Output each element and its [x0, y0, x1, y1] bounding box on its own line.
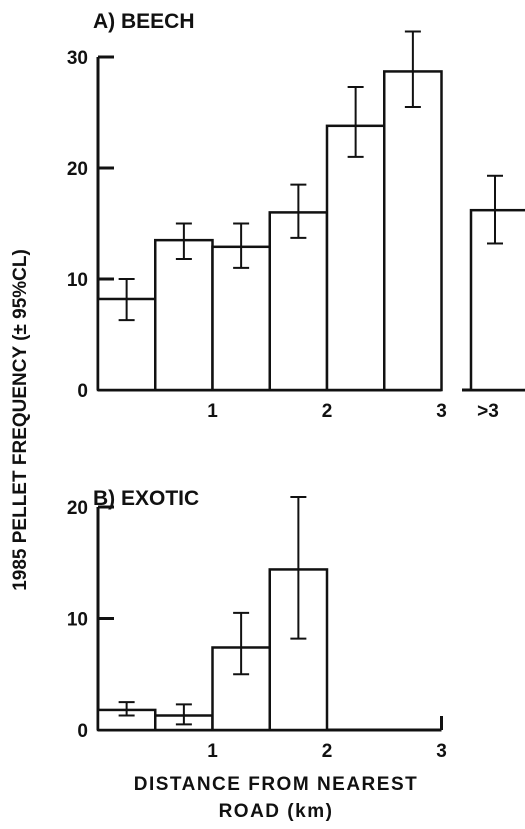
exotic-x-tick-label: 3	[436, 741, 447, 762]
beech-y-tick-label: 20	[67, 159, 88, 180]
exotic-x-tick-label: 2	[322, 741, 333, 762]
beech-bar	[268, 211, 329, 392]
beech-bar	[154, 238, 214, 392]
beech-bar	[383, 70, 443, 392]
panel-a-title: A) BEECH	[93, 10, 195, 33]
beech-x-tick-label: 2	[322, 401, 333, 422]
beech-y-tick-label: 0	[77, 381, 88, 402]
exotic-y-tick-label: 0	[77, 721, 88, 742]
exotic-y-tick-label: 20	[67, 498, 88, 519]
beech-y-tick-label: 10	[67, 270, 88, 291]
beech-y-tick-label: 30	[67, 48, 88, 69]
x-axis-label-line1: DISTANCE FROM NEAREST	[134, 774, 418, 795]
beech-bar	[325, 124, 386, 392]
beech-extra-bar	[469, 208, 525, 392]
exotic-x-tick-label: 1	[207, 741, 218, 762]
panel-b-exotic: 0 10 20 1 2 3	[67, 495, 447, 762]
beech-extra-tick-label: >3	[477, 401, 499, 422]
y-axis-label: 1985 PELLET FREQUENCY (± 95%CL)	[10, 249, 31, 591]
beech-x-tick-label: 1	[207, 401, 218, 422]
panel-b-title: B) EXOTIC	[93, 487, 199, 510]
x-axis-label-line2: ROAD (km)	[219, 801, 334, 822]
panel-a-beech: 0 10 20 30 1 2 3 >3	[67, 30, 525, 422]
exotic-y-tick-label: 10	[67, 610, 88, 631]
beech-bar	[211, 245, 271, 392]
beech-x-tick-label: 3	[436, 401, 447, 422]
